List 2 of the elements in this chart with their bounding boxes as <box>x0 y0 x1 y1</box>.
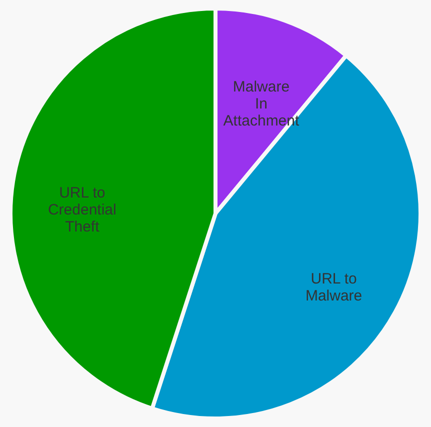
slice-label: URL to Credential Theft <box>48 184 116 236</box>
slice-label: URL to Malware <box>305 270 362 305</box>
